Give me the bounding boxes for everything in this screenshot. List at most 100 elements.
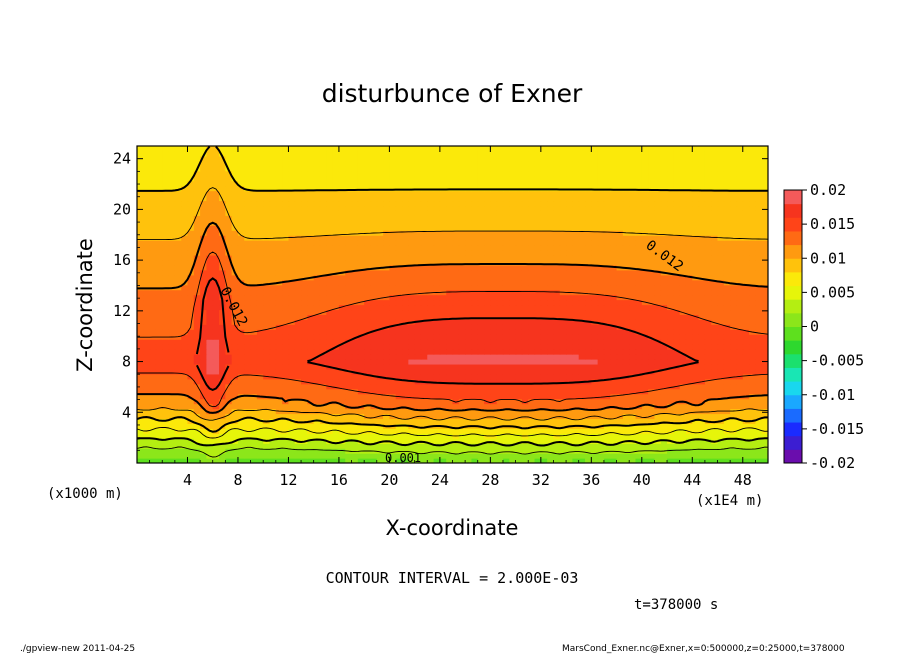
field-cell <box>168 264 176 271</box>
field-cell <box>263 453 271 459</box>
field-cell <box>704 225 712 231</box>
field-cell <box>660 368 668 375</box>
field-cell <box>143 304 151 311</box>
field-cell <box>660 383 668 390</box>
field-cell <box>698 294 706 301</box>
field-cell <box>749 230 756 236</box>
field-cell <box>723 324 731 330</box>
field-cell <box>692 225 700 231</box>
field-cell <box>345 279 353 286</box>
field-cell <box>534 220 542 226</box>
field-cell <box>622 388 630 395</box>
field-cell <box>717 304 725 311</box>
field-cell <box>294 324 302 330</box>
field-cell <box>275 254 283 261</box>
field-cell <box>338 358 346 365</box>
field-cell <box>181 269 189 276</box>
field-cell <box>471 388 479 395</box>
field-cell <box>206 458 214 463</box>
field-cell <box>212 358 220 365</box>
field-cell <box>420 339 428 345</box>
field-cell <box>755 240 763 246</box>
field-cell <box>269 363 277 370</box>
field-cell <box>704 299 712 306</box>
field-cell <box>742 453 750 459</box>
field-cell <box>452 383 460 390</box>
field-cell <box>231 230 239 236</box>
field-cell <box>193 373 201 380</box>
field-cell <box>723 438 731 444</box>
field-cell <box>402 378 409 385</box>
field-cell <box>326 289 334 296</box>
field-cell <box>402 299 409 306</box>
field-cell <box>723 259 731 266</box>
field-cell <box>490 413 498 420</box>
field-cell <box>559 279 567 286</box>
field-cell <box>155 294 163 301</box>
field-cell <box>301 245 308 251</box>
field-cell <box>143 438 151 444</box>
field-cell <box>357 250 365 256</box>
field-cell <box>237 428 245 434</box>
field-cell <box>585 363 592 370</box>
field-cell <box>490 453 498 459</box>
field-cell <box>465 453 473 459</box>
field-cell <box>446 245 454 251</box>
field-cell <box>509 398 517 405</box>
field-cell <box>389 388 397 395</box>
field-cell <box>212 423 220 429</box>
field-cell <box>212 418 220 424</box>
field-cell <box>679 225 687 231</box>
field-cell <box>389 259 397 266</box>
field-cell <box>515 240 523 246</box>
field-cell <box>219 443 226 449</box>
field-cell <box>723 284 731 291</box>
field-cell <box>509 413 517 420</box>
field-cell <box>540 264 548 271</box>
field-cell <box>566 240 573 246</box>
field-cell <box>742 319 750 325</box>
field-cell <box>540 344 548 350</box>
field-cell <box>301 373 308 380</box>
field-cell <box>502 358 510 365</box>
field-cell <box>622 279 630 286</box>
field-cell <box>420 354 428 360</box>
field-cell <box>692 388 700 395</box>
field-cell <box>389 349 397 355</box>
field-cell <box>622 309 630 315</box>
field-cell <box>528 448 536 454</box>
field-cell <box>452 398 460 405</box>
field-cell <box>742 329 750 335</box>
field-cell <box>515 349 523 355</box>
field-cell <box>616 373 624 380</box>
field-cell <box>212 299 220 306</box>
field-cell <box>357 428 365 434</box>
field-cell <box>723 418 731 424</box>
field-cell <box>622 299 630 306</box>
field-cell <box>313 329 321 335</box>
field-cell <box>168 443 176 449</box>
field-cell <box>692 245 700 251</box>
field-cell <box>692 373 700 380</box>
field-cell <box>351 334 359 340</box>
field-cell <box>307 259 315 266</box>
field-cell <box>149 453 157 459</box>
field-cell <box>490 458 498 463</box>
field-cell <box>648 393 656 400</box>
field-cell <box>155 240 163 246</box>
field-cell <box>408 250 416 256</box>
field-cell <box>471 279 479 286</box>
field-cell <box>711 289 719 296</box>
field-cell <box>294 358 302 365</box>
field-cell <box>364 418 372 424</box>
field-cell <box>755 403 763 410</box>
field-cell <box>660 294 668 301</box>
field-cell <box>433 235 441 241</box>
field-cell <box>667 334 674 340</box>
field-cell <box>219 383 226 390</box>
field-cell <box>137 240 144 246</box>
field-cell <box>269 314 277 320</box>
field-cell <box>345 319 353 325</box>
field-cell <box>711 339 719 345</box>
field-cell <box>193 314 201 320</box>
